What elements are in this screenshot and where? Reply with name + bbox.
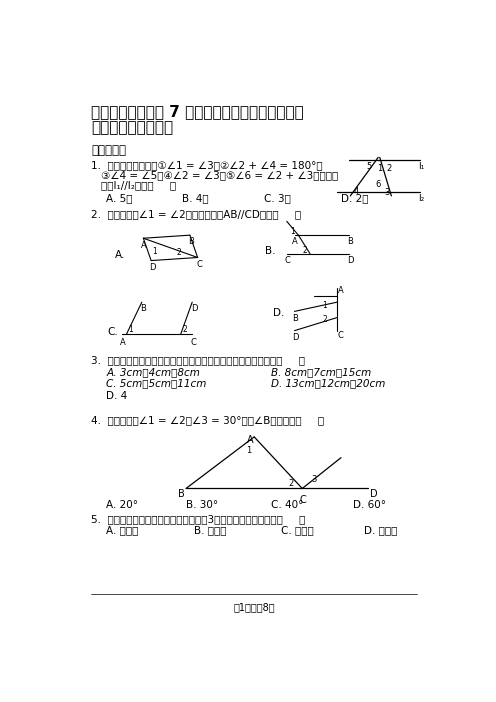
Text: B: B bbox=[347, 237, 353, 246]
Text: 一、选择题: 一、选择题 bbox=[91, 145, 126, 157]
Text: 2.  如图，已知∠1 = ∠2，其中能判定AB//CD的是（     ）: 2. 如图，已知∠1 = ∠2，其中能判定AB//CD的是（ ） bbox=[91, 209, 302, 219]
Text: 4.  如图，已知∠1 = ∠2，∠3 = 30°，则∠B的度数是（     ）: 4. 如图，已知∠1 = ∠2，∠3 = 30°，则∠B的度数是（ ） bbox=[91, 416, 324, 425]
Text: B: B bbox=[178, 489, 185, 499]
Text: 1: 1 bbox=[247, 446, 251, 455]
Text: C: C bbox=[197, 260, 203, 269]
Text: A: A bbox=[338, 286, 344, 295]
Text: A: A bbox=[247, 435, 253, 445]
Text: B: B bbox=[292, 314, 298, 323]
Text: 2: 2 bbox=[183, 325, 187, 334]
Text: 5: 5 bbox=[367, 162, 372, 171]
Text: B. 六边形: B. 六边形 bbox=[194, 524, 226, 535]
Text: D: D bbox=[149, 263, 155, 272]
Text: ③∠4 = ∠5，④∠2 = ∠3，⑤∠6 = ∠2 + ∠3中能判断: ③∠4 = ∠5，④∠2 = ∠3，⑤∠6 = ∠2 + ∠3中能判断 bbox=[101, 170, 338, 180]
Text: 2: 2 bbox=[288, 479, 294, 489]
Text: D: D bbox=[292, 333, 299, 342]
Text: 1: 1 bbox=[376, 164, 382, 173]
Text: 七年级数学下册第 7 章平面图形的认识（二）教学: 七年级数学下册第 7 章平面图形的认识（二）教学 bbox=[91, 105, 304, 119]
Text: D. 13cm，12cm，20cm: D. 13cm，12cm，20cm bbox=[271, 378, 385, 388]
Text: A: A bbox=[141, 241, 147, 249]
Text: D. 十边形: D. 十边形 bbox=[364, 524, 398, 535]
Text: 1.  如图，下列条件：①∠1 = ∠3，②∠2 + ∠4 = 180°，: 1. 如图，下列条件：①∠1 = ∠3，②∠2 + ∠4 = 180°， bbox=[91, 159, 323, 170]
Text: B.: B. bbox=[265, 246, 276, 256]
Text: C. 3个: C. 3个 bbox=[263, 194, 290, 204]
Text: C: C bbox=[338, 331, 344, 340]
Text: A.: A. bbox=[115, 250, 125, 260]
Text: l₁: l₁ bbox=[419, 162, 425, 171]
Text: 3: 3 bbox=[311, 475, 317, 484]
Text: C. 八边形: C. 八边形 bbox=[281, 524, 314, 535]
Text: 2: 2 bbox=[302, 246, 307, 255]
Text: 4: 4 bbox=[353, 187, 359, 197]
Text: B: B bbox=[188, 237, 194, 246]
Text: B: B bbox=[140, 305, 146, 314]
Text: C: C bbox=[190, 338, 196, 347]
Text: A. 5个: A. 5个 bbox=[106, 194, 132, 204]
Text: D: D bbox=[347, 256, 354, 265]
Text: B. 8cm，7cm，15cm: B. 8cm，7cm，15cm bbox=[271, 368, 372, 378]
Text: 3: 3 bbox=[384, 188, 390, 197]
Text: D. 2个: D. 2个 bbox=[341, 194, 369, 204]
Text: 1: 1 bbox=[290, 227, 295, 237]
Text: 1: 1 bbox=[128, 325, 133, 334]
Text: C: C bbox=[284, 256, 290, 265]
Text: D. 60°: D. 60° bbox=[353, 500, 385, 510]
Text: 1: 1 bbox=[152, 246, 157, 256]
Text: 2: 2 bbox=[177, 249, 182, 257]
Text: A: A bbox=[292, 237, 298, 246]
Text: 第1页，共8页: 第1页，共8页 bbox=[234, 602, 275, 612]
Text: 2: 2 bbox=[322, 315, 327, 324]
Text: 5.  如果一个多边形的内角和是外角和的3倍，那么这个多边形是（     ）: 5. 如果一个多边形的内角和是外角和的3倍，那么这个多边形是（ ） bbox=[91, 514, 306, 524]
Text: A. 20°: A. 20° bbox=[106, 500, 138, 510]
Text: 直线l₁//l₂的有（     ）: 直线l₁//l₂的有（ ） bbox=[101, 180, 176, 190]
Text: l₂: l₂ bbox=[419, 194, 425, 204]
Text: D: D bbox=[370, 489, 377, 499]
Text: C.: C. bbox=[107, 327, 118, 337]
Text: B. 4个: B. 4个 bbox=[182, 194, 209, 204]
Text: D: D bbox=[190, 305, 197, 314]
Text: 质量检测（附答案）: 质量检测（附答案） bbox=[91, 119, 174, 135]
Text: 1: 1 bbox=[322, 300, 327, 310]
Text: A. 3cm，4cm，8cm: A. 3cm，4cm，8cm bbox=[106, 368, 200, 378]
Text: 2: 2 bbox=[386, 164, 391, 173]
Text: D.: D. bbox=[273, 307, 284, 317]
Text: D. 4: D. 4 bbox=[106, 391, 127, 401]
Text: B. 30°: B. 30° bbox=[186, 500, 218, 510]
Text: C. 40°: C. 40° bbox=[271, 500, 304, 510]
Text: C: C bbox=[299, 495, 306, 505]
Text: C. 5cm，5cm，11cm: C. 5cm，5cm，11cm bbox=[106, 378, 206, 388]
Text: A: A bbox=[120, 338, 126, 347]
Text: 6: 6 bbox=[375, 180, 380, 190]
Text: A. 四边形: A. 四边形 bbox=[106, 524, 138, 535]
Text: 3.  下列每组数分别是三根木棒的长度，能用它们摆成三角形的是（     ）: 3. 下列每组数分别是三根木棒的长度，能用它们摆成三角形的是（ ） bbox=[91, 355, 306, 365]
